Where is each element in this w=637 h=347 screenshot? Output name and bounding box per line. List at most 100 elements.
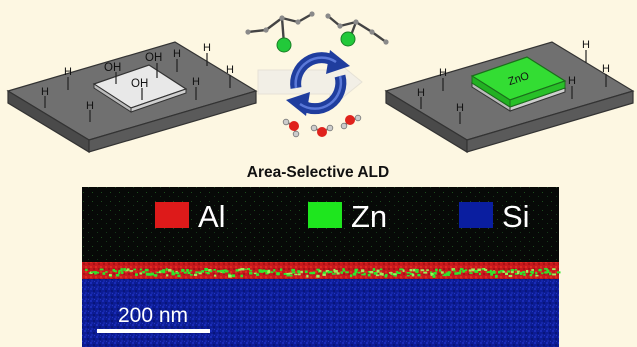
- zn-speck: [517, 272, 520, 275]
- zn-speck: [99, 268, 104, 271]
- h-label: H: [203, 42, 211, 54]
- zn-speck: [300, 270, 303, 274]
- zn-speck: [286, 274, 290, 277]
- h-label: H: [602, 63, 610, 75]
- zn-speck: [426, 269, 429, 271]
- zn-speck: [333, 270, 338, 273]
- zn-speck: [349, 274, 353, 277]
- zn-speck: [535, 272, 538, 275]
- zn-speck: [522, 271, 526, 274]
- zn-speck: [465, 269, 468, 271]
- zn-speck: [297, 270, 301, 274]
- zn-speck: [433, 271, 437, 275]
- oh-label: OH: [131, 78, 148, 90]
- zn-speck: [225, 270, 228, 273]
- zn-speck: [454, 272, 458, 275]
- zn-speck: [531, 269, 534, 271]
- zn-speck: [261, 270, 264, 273]
- zn-speck: [367, 273, 371, 277]
- zn-speck: [316, 274, 320, 278]
- zn-speck: [306, 274, 309, 278]
- zn-speck: [151, 272, 154, 276]
- zn-speck: [144, 268, 149, 272]
- precursor-molecule-left: [245, 11, 315, 53]
- zn-speck: [210, 270, 213, 273]
- zn-speck: [441, 271, 444, 274]
- zn-speck: [204, 268, 209, 272]
- zn-speck: [238, 268, 242, 271]
- zn-speck: [183, 271, 187, 274]
- zn-legend-label: Zn: [351, 199, 387, 234]
- zn-speck: [91, 271, 94, 273]
- zn-speck: [430, 272, 435, 276]
- scale-bar: [97, 329, 210, 333]
- zn-speck: [372, 268, 376, 271]
- zn-speck: [129, 270, 134, 272]
- zn-speck: [508, 274, 513, 277]
- zn-legend-swatch: [308, 202, 342, 228]
- zn-speck: [492, 271, 496, 274]
- zn-speck: [220, 269, 224, 272]
- zn-speck: [507, 270, 511, 273]
- zn-speck: [181, 268, 185, 272]
- zn-speck: [510, 269, 515, 272]
- zn-speck: [423, 271, 428, 274]
- left-h-terminations: H H H H H H H: [41, 42, 234, 122]
- zn-speck: [342, 269, 346, 272]
- zn-atom: [340, 31, 356, 47]
- zn-speck: [556, 271, 561, 274]
- precursor-molecule-right: [325, 13, 389, 47]
- zn-speck: [397, 271, 401, 275]
- zn-speck: [114, 270, 117, 273]
- zn-speck: [142, 271, 145, 274]
- zn-speck: [549, 272, 552, 276]
- h-label: H: [417, 87, 425, 99]
- zn-speck: [304, 270, 308, 273]
- zn-speck: [340, 271, 344, 274]
- h-label: H: [192, 76, 200, 88]
- zn-speck: [187, 271, 191, 275]
- zn-speck: [459, 270, 462, 273]
- oh-groups: OH OH OH: [104, 52, 162, 100]
- zn-speck: [267, 269, 271, 272]
- zn-speck: [352, 272, 357, 276]
- zn-speck: [478, 272, 481, 276]
- zn-speck: [381, 272, 384, 276]
- h-label: H: [568, 75, 576, 87]
- zn-speck: [336, 272, 340, 275]
- zn-speck: [316, 268, 320, 271]
- zn-speck: [240, 274, 243, 278]
- oh-label: OH: [104, 62, 121, 74]
- zn-speck: [325, 270, 330, 273]
- zn-speck: [519, 271, 523, 275]
- zn-speck: [367, 271, 370, 273]
- zn-speck: [357, 271, 361, 274]
- zn-speck: [472, 269, 475, 272]
- zn-speck: [373, 272, 378, 275]
- zn-speck: [495, 274, 498, 278]
- zn-speck: [409, 269, 412, 272]
- zn-speck: [319, 270, 322, 272]
- zn-speck: [123, 268, 127, 271]
- zn-speck: [228, 274, 232, 278]
- zn-speck: [247, 268, 251, 270]
- zn-speck: [379, 272, 382, 276]
- h-label: H: [456, 102, 464, 114]
- h-label: H: [64, 66, 72, 78]
- zn-speck: [361, 273, 365, 276]
- zn-speck: [439, 268, 442, 272]
- zn-speck: [516, 270, 520, 273]
- zn-speck: [354, 270, 358, 274]
- zn-speck: [469, 272, 473, 274]
- zn-speck: [175, 272, 180, 275]
- zn-speck: [226, 270, 229, 273]
- zn-speck: [244, 268, 247, 271]
- zn-speck: [258, 269, 262, 272]
- zn-speck: [162, 270, 166, 274]
- zn-speck: [432, 274, 436, 278]
- zn-speck: [135, 273, 138, 276]
- scale-bar-label: 200 nm: [118, 304, 188, 327]
- zn-speck: [118, 271, 121, 275]
- zn-speck: [376, 269, 380, 273]
- zn-speck: [342, 268, 345, 271]
